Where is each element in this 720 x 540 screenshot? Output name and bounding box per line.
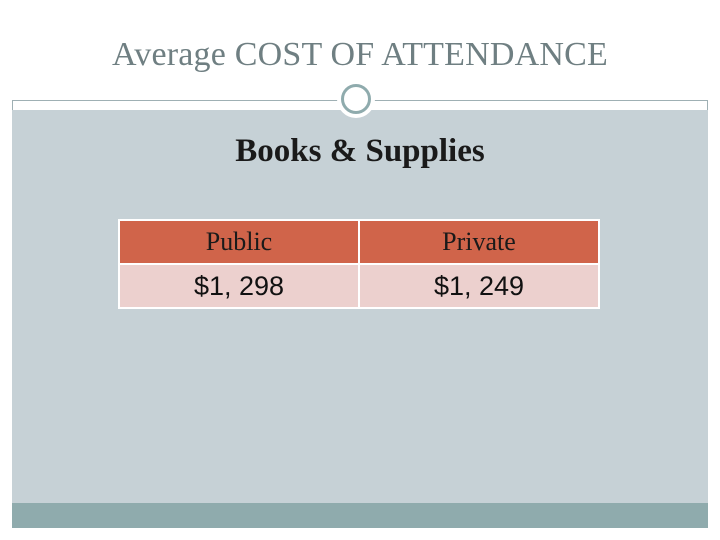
private-cost-cell: $1, 249 [358,263,600,309]
section-heading: Books & Supplies [235,133,485,169]
column-header-private: Private [358,219,600,265]
slide-title: Average COST OF ATTENDANCE [112,36,608,73]
circle-ornament-icon [337,80,375,118]
column-header-public: Public [118,219,360,265]
table-row: $1, 298 $1, 249 [118,263,600,309]
footer-band [12,503,708,528]
public-cost-cell: $1, 298 [118,263,360,309]
cost-table: Public Private $1, 298 $1, 249 [118,219,600,309]
table-header-row: Public Private [118,219,600,265]
